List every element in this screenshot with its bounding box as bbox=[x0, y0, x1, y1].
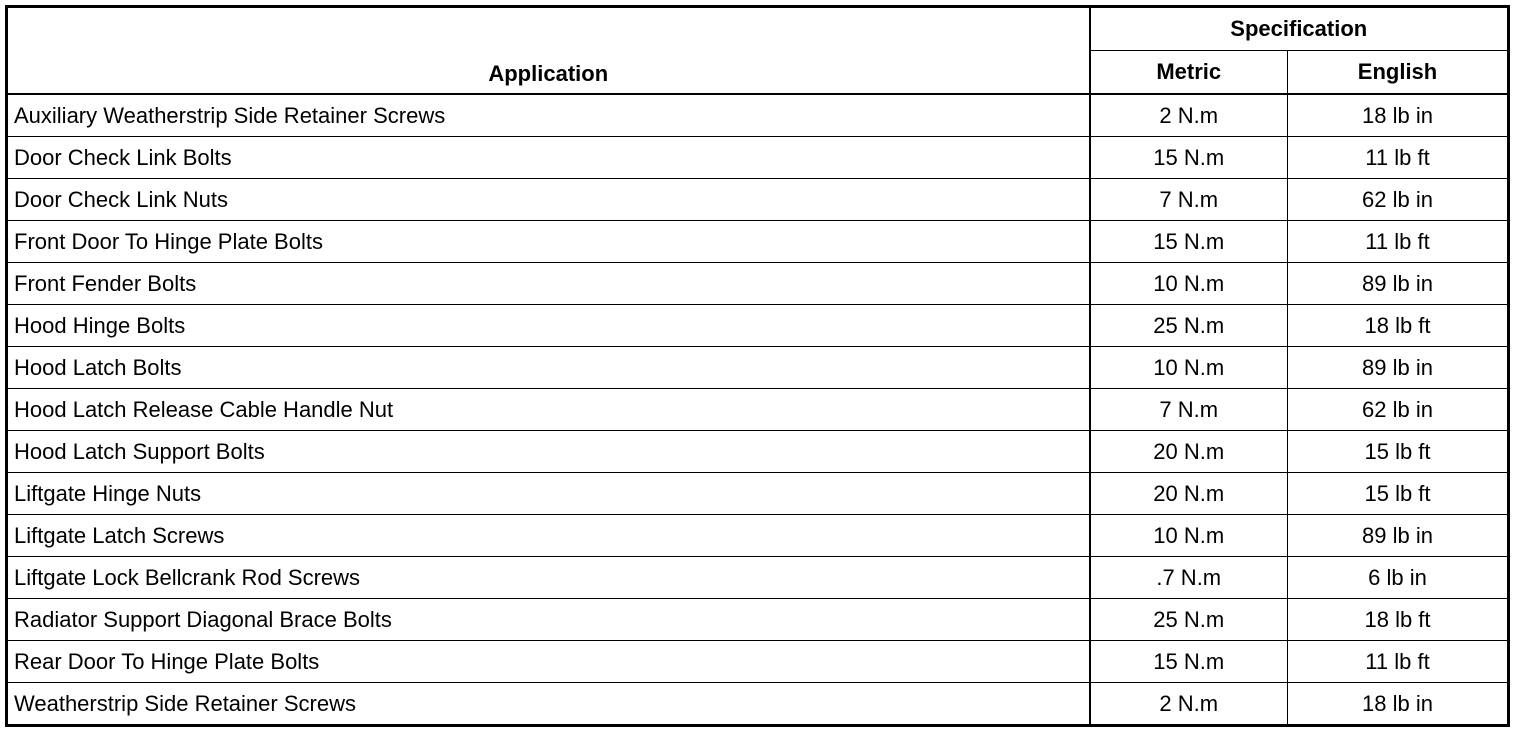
table-row: Front Fender Bolts 10 N.m 89 lb in bbox=[6, 262, 1510, 305]
table-row: Auxiliary Weatherstrip Side Retainer Scr… bbox=[6, 93, 1510, 137]
metric-cell: 10 N.m bbox=[1089, 262, 1288, 305]
application-header: Application bbox=[6, 6, 1091, 95]
table-row: Hood Latch Release Cable Handle Nut 7 N.m… bbox=[6, 388, 1510, 431]
english-cell: 11 lb ft bbox=[1286, 136, 1510, 179]
table-row: Rear Door To Hinge Plate Bolts 15 N.m 11 l… bbox=[6, 640, 1510, 683]
metric-header: Metric bbox=[1089, 50, 1288, 95]
english-cell: 18 lb in bbox=[1286, 682, 1510, 726]
table-row: Door Check Link Nuts 7 N.m 62 lb in bbox=[6, 178, 1510, 221]
metric-cell: 7 N.m bbox=[1089, 178, 1288, 221]
application-cell: Door Check Link Nuts bbox=[6, 178, 1091, 221]
table-row: Radiator Support Diagonal Brace Bolts 25 … bbox=[6, 598, 1510, 641]
table-row: Liftgate Hinge Nuts 20 N.m 15 lb ft bbox=[6, 472, 1510, 515]
metric-cell: .7 N.m bbox=[1089, 556, 1288, 599]
application-cell: Door Check Link Bolts bbox=[6, 136, 1091, 179]
application-cell: Rear Door To Hinge Plate Bolts bbox=[6, 640, 1091, 683]
english-cell: 11 lb ft bbox=[1286, 640, 1510, 683]
specification-header: Specification bbox=[1088, 6, 1510, 51]
application-cell: Hood Latch Support Bolts bbox=[6, 430, 1091, 473]
table-row: Hood Hinge Bolts 25 N.m 18 lb ft bbox=[6, 304, 1510, 347]
application-cell: Liftgate Hinge Nuts bbox=[6, 472, 1091, 515]
english-cell: 11 lb ft bbox=[1286, 220, 1510, 263]
english-cell: 15 lb ft bbox=[1286, 472, 1510, 515]
metric-cell: 2 N.m bbox=[1089, 93, 1288, 137]
english-cell: 18 lb ft bbox=[1286, 598, 1510, 641]
metric-cell: 15 N.m bbox=[1089, 136, 1288, 179]
application-cell: Front Fender Bolts bbox=[6, 262, 1091, 305]
table-row: Hood Latch Bolts 10 N.m 89 lb in bbox=[6, 346, 1510, 389]
application-cell: Hood Hinge Bolts bbox=[6, 304, 1091, 347]
english-cell: 89 lb in bbox=[1286, 262, 1510, 305]
application-cell: Hood Latch Release Cable Handle Nut bbox=[6, 388, 1091, 431]
table-row: Liftgate Lock Bellcrank Rod Screws .7 N.m… bbox=[6, 556, 1510, 599]
metric-cell: 20 N.m bbox=[1089, 472, 1288, 515]
table-row: Weatherstrip Side Retainer Screws 2 N.m 18… bbox=[6, 682, 1510, 726]
metric-cell: 15 N.m bbox=[1089, 220, 1288, 263]
table-row: Front Door To Hinge Plate Bolts 15 N.m 11 … bbox=[6, 220, 1510, 263]
english-cell: 18 lb in bbox=[1286, 93, 1510, 137]
english-cell: 62 lb in bbox=[1286, 388, 1510, 431]
metric-cell: 10 N.m bbox=[1089, 514, 1288, 557]
table-row: Door Check Link Bolts 15 N.m 11 lb ft bbox=[6, 136, 1510, 179]
table-row: Hood Latch Support Bolts 20 N.m 15 lb ft bbox=[6, 430, 1510, 473]
metric-cell: 20 N.m bbox=[1089, 430, 1288, 473]
metric-cell: 25 N.m bbox=[1089, 598, 1288, 641]
application-cell: Hood Latch Bolts bbox=[6, 346, 1091, 389]
application-cell: Weatherstrip Side Retainer Screws bbox=[6, 682, 1091, 726]
english-cell: 18 lb ft bbox=[1286, 304, 1510, 347]
metric-cell: 10 N.m bbox=[1089, 346, 1288, 389]
application-cell: Radiator Support Diagonal Brace Bolts bbox=[6, 598, 1091, 641]
table-row: Liftgate Latch Screws 10 N.m 89 lb in bbox=[6, 514, 1510, 557]
torque-specification-table: Application Specification Metric English… bbox=[5, 5, 1511, 727]
application-cell: Liftgate Lock Bellcrank Rod Screws bbox=[6, 556, 1091, 599]
application-cell: Front Door To Hinge Plate Bolts bbox=[6, 220, 1091, 263]
english-cell: 6 lb in bbox=[1286, 556, 1510, 599]
application-cell: Auxiliary Weatherstrip Side Retainer Scr… bbox=[6, 93, 1091, 137]
metric-cell: 25 N.m bbox=[1089, 304, 1288, 347]
metric-cell: 15 N.m bbox=[1089, 640, 1288, 683]
metric-cell: 7 N.m bbox=[1089, 388, 1288, 431]
english-header: English bbox=[1286, 50, 1510, 95]
english-cell: 15 lb ft bbox=[1286, 430, 1510, 473]
english-cell: 89 lb in bbox=[1286, 346, 1510, 389]
english-cell: 89 lb in bbox=[1286, 514, 1510, 557]
english-cell: 62 lb in bbox=[1286, 178, 1510, 221]
application-cell: Liftgate Latch Screws bbox=[6, 514, 1091, 557]
metric-cell: 2 N.m bbox=[1089, 682, 1288, 726]
